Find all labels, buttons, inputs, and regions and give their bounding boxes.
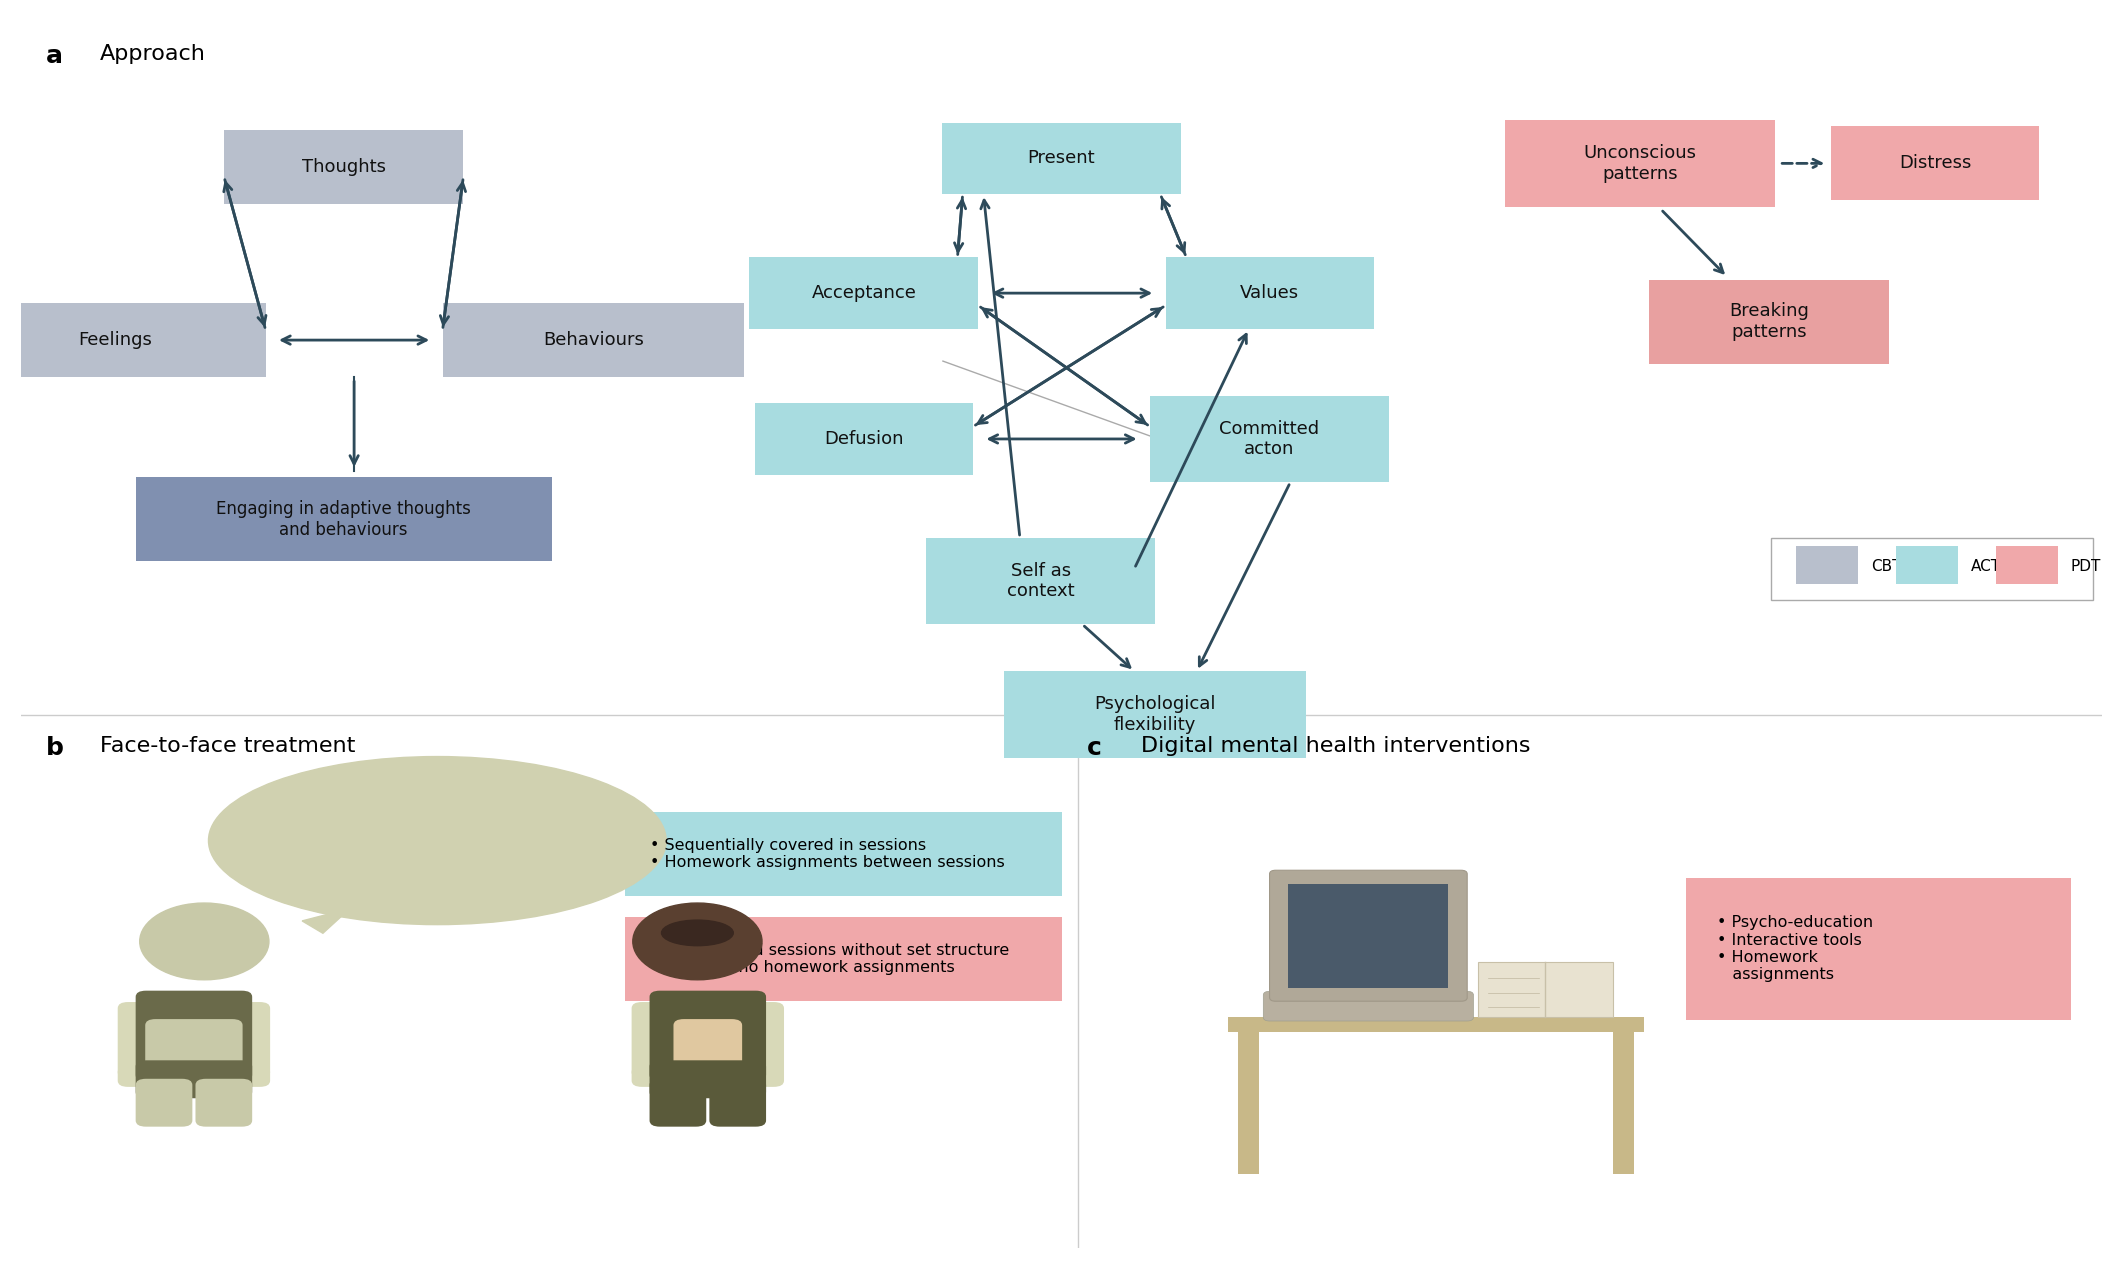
Text: Distress: Distress [1900,154,1972,173]
FancyBboxPatch shape [1004,671,1306,758]
Text: Self as
context: Self as context [1006,561,1074,600]
FancyBboxPatch shape [1166,257,1374,329]
FancyBboxPatch shape [1478,962,1613,1018]
FancyBboxPatch shape [650,1078,707,1126]
FancyBboxPatch shape [144,1019,242,1081]
Text: c: c [1087,735,1102,759]
Text: • Psycho-education
• Interactive tools
• Homework
   assignments: • Psycho-education • Interactive tools •… [1718,915,1872,982]
Text: • Sequentially covered in sessions
• Homework assignments between sessions: • Sequentially covered in sessions • Hom… [650,839,1004,870]
FancyBboxPatch shape [136,1061,253,1098]
FancyBboxPatch shape [225,130,463,204]
FancyBboxPatch shape [1896,546,1957,584]
Circle shape [140,903,270,980]
Text: Acceptance: Acceptance [811,284,917,303]
FancyBboxPatch shape [1796,546,1858,584]
FancyBboxPatch shape [709,1078,766,1126]
FancyBboxPatch shape [926,537,1155,624]
Text: b: b [47,735,64,759]
FancyBboxPatch shape [1686,878,2070,1020]
Bar [1613,1031,1635,1174]
FancyBboxPatch shape [1996,546,2057,584]
FancyBboxPatch shape [650,1061,766,1098]
Text: Present: Present [1028,150,1095,168]
FancyBboxPatch shape [136,1078,193,1126]
FancyBboxPatch shape [743,1002,783,1078]
FancyBboxPatch shape [749,257,979,329]
Text: CBT: CBT [1870,559,1902,574]
Text: • Open-ended sessions without set structure
• Typically no homework assignments: • Open-ended sessions without set struct… [650,943,1008,976]
FancyBboxPatch shape [136,991,253,1081]
FancyBboxPatch shape [136,477,552,561]
FancyBboxPatch shape [1832,126,2040,200]
Ellipse shape [208,757,667,924]
FancyBboxPatch shape [1505,120,1775,207]
Text: Breaking
patterns: Breaking patterns [1728,303,1809,340]
Bar [743,1081,754,1112]
FancyBboxPatch shape [633,1002,671,1078]
Bar [149,1081,159,1112]
Text: Face-to-face treatment: Face-to-face treatment [100,735,357,755]
Text: PDT: PDT [2070,559,2102,574]
Text: Psychological
flexibility: Psychological flexibility [1093,695,1216,734]
Text: Behaviours: Behaviours [543,332,643,349]
Text: Defusion: Defusion [824,430,904,448]
Text: Thoughts: Thoughts [301,158,386,177]
FancyBboxPatch shape [1263,991,1473,1021]
FancyBboxPatch shape [673,1019,743,1081]
Circle shape [633,903,762,980]
FancyBboxPatch shape [650,991,766,1081]
FancyBboxPatch shape [633,1066,783,1087]
FancyBboxPatch shape [442,303,745,377]
Bar [229,1081,240,1112]
FancyBboxPatch shape [0,303,265,377]
Text: Values: Values [1240,284,1299,303]
FancyBboxPatch shape [624,812,1062,897]
Ellipse shape [662,921,732,946]
FancyBboxPatch shape [195,1078,253,1126]
Text: Approach: Approach [100,43,206,63]
FancyBboxPatch shape [117,1002,157,1078]
FancyBboxPatch shape [1650,280,1889,363]
Text: Feelings: Feelings [79,332,151,349]
FancyBboxPatch shape [1227,1018,1643,1031]
FancyBboxPatch shape [624,917,1062,1001]
FancyBboxPatch shape [1270,870,1467,1001]
Bar [1238,1031,1259,1174]
FancyBboxPatch shape [943,122,1180,194]
Text: Engaging in adaptive thoughts
and behaviours: Engaging in adaptive thoughts and behavi… [217,499,471,538]
Polygon shape [301,908,350,933]
Text: Digital mental health interventions: Digital mental health interventions [1140,735,1531,755]
Text: Unconscious
patterns: Unconscious patterns [1584,144,1696,183]
Text: a: a [47,43,64,68]
FancyBboxPatch shape [754,404,972,475]
FancyBboxPatch shape [229,1002,270,1078]
Text: ACT: ACT [1970,559,2000,574]
FancyBboxPatch shape [1151,396,1388,482]
Bar [662,1081,673,1112]
Text: Committed
acton: Committed acton [1219,420,1321,458]
Bar [1289,884,1448,987]
FancyBboxPatch shape [117,1066,270,1087]
